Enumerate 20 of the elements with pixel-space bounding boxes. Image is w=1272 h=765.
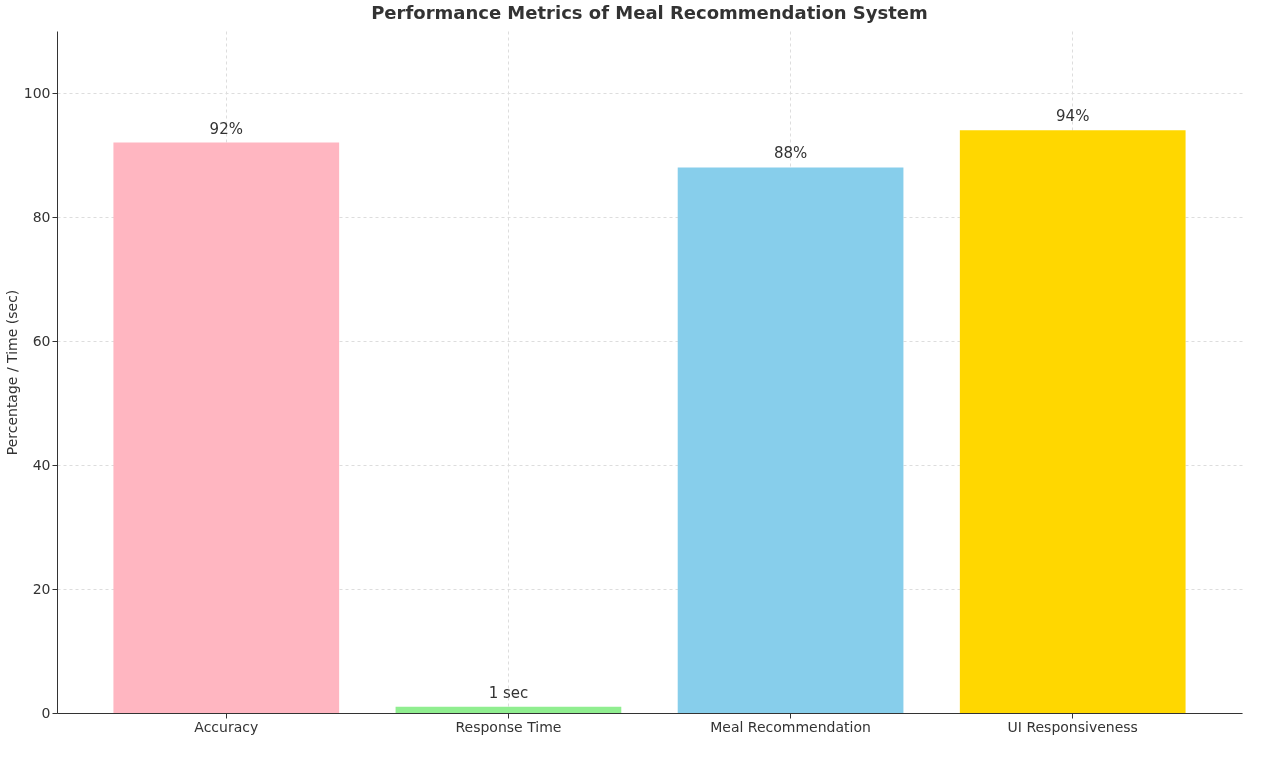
y-tick-label: 60 <box>32 332 51 349</box>
data-label: 92% <box>209 119 243 138</box>
y-tick-label: 20 <box>32 580 51 597</box>
y-tick-label: 40 <box>32 456 51 473</box>
y-tick-label: 0 <box>41 704 51 721</box>
bar <box>395 706 622 713</box>
data-label: 88% <box>773 144 808 163</box>
x-tick-label: Accuracy <box>194 718 259 735</box>
data-label: 1 sec <box>488 683 529 702</box>
bar <box>677 167 904 713</box>
data-label: 94% <box>1056 107 1090 126</box>
bar <box>959 130 1186 713</box>
x-tick-label: Meal Recommendation <box>710 718 871 735</box>
chart-title: Performance Metrics of Meal Recommendation System <box>371 2 928 23</box>
x-tick-label: UI Responsiveness <box>1007 718 1138 735</box>
y-axis-title: Percentage / Time (sec) <box>3 289 20 456</box>
bar <box>113 142 340 713</box>
x-tick-label: Response Time <box>455 718 562 735</box>
y-tick-label: 100 <box>23 84 51 101</box>
y-tick-label: 80 <box>32 208 51 225</box>
